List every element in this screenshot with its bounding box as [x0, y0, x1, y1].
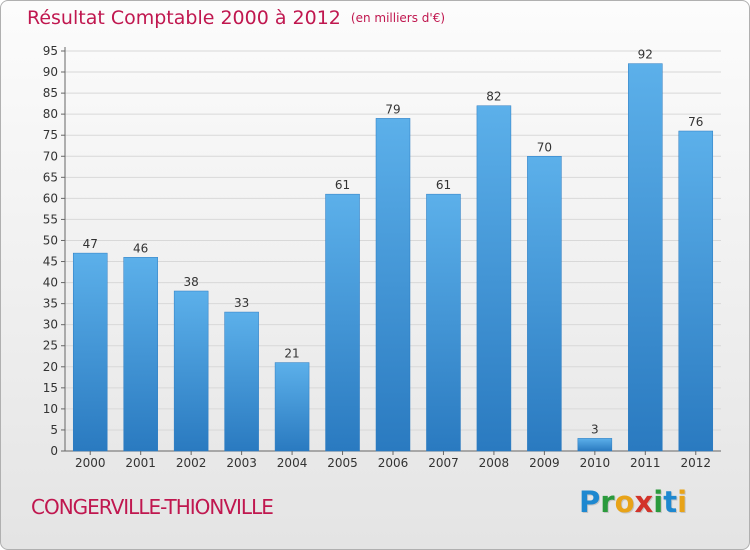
- x-tick-label: 2012: [680, 456, 711, 470]
- bar: [224, 311, 259, 452]
- bar-value-label: 61: [335, 178, 350, 192]
- y-tick-label: 20: [43, 360, 58, 374]
- y-tick-label: 75: [43, 128, 58, 142]
- bar: [426, 193, 461, 452]
- x-tick-label: 2005: [327, 456, 358, 470]
- proxiti-letter: x: [634, 485, 654, 519]
- bar-value-label: 61: [436, 178, 451, 192]
- x-tick-label: 2004: [277, 456, 308, 470]
- proxiti-letter: o: [614, 485, 635, 519]
- y-tick-label: 45: [43, 255, 58, 269]
- x-tick-label: 2008: [479, 456, 510, 470]
- x-tick-label: 2007: [428, 456, 459, 470]
- y-tick-label: 70: [43, 149, 58, 163]
- y-tick-label: 50: [43, 233, 58, 247]
- x-tick-label: 2006: [378, 456, 409, 470]
- x-tick-label: 2001: [125, 456, 156, 470]
- bar: [123, 257, 158, 452]
- y-tick-label: 5: [50, 423, 58, 437]
- y-tick-label: 0: [50, 444, 58, 458]
- y-tick-label: 85: [43, 86, 58, 100]
- town-name: CONGERVILLE-THIONVILLE: [31, 495, 274, 519]
- bar: [577, 438, 613, 452]
- x-tick-label: 2010: [580, 456, 611, 470]
- bar-value-label: 70: [537, 140, 552, 154]
- x-tick-label: 2002: [176, 456, 207, 470]
- y-tick-label: 15: [43, 381, 58, 395]
- x-tick-label: 2003: [226, 456, 257, 470]
- chart-unit: (en milliers d'€): [350, 11, 446, 25]
- bar-value-label: 92: [638, 48, 653, 62]
- y-tick-label: 30: [43, 318, 58, 332]
- proxiti-letter: t: [663, 485, 678, 519]
- proxiti-logo: Proxiti: [579, 485, 687, 519]
- proxiti-letter: i: [653, 485, 664, 519]
- y-tick-label: 65: [43, 170, 58, 184]
- y-tick-label: 55: [43, 212, 58, 226]
- bar: [173, 290, 209, 452]
- bar-value-label: 38: [184, 275, 199, 289]
- y-tick-label: 80: [43, 107, 58, 121]
- y-tick-label: 60: [43, 191, 58, 205]
- bar-value-label: 3: [591, 422, 599, 436]
- chart-title: Résultat Comptable 2000 à 2012 (en millie…: [27, 7, 445, 29]
- bar-value-label: 46: [133, 241, 148, 255]
- y-tick-label: 10: [43, 402, 58, 416]
- y-tick-label: 90: [43, 65, 58, 79]
- proxiti-letter: i: [677, 485, 688, 519]
- bar: [325, 193, 360, 452]
- bar: [476, 105, 512, 452]
- x-tick-label: 2000: [75, 456, 106, 470]
- bar-value-label: 79: [385, 102, 400, 116]
- bar: [628, 63, 663, 452]
- y-tick-label: 25: [43, 339, 58, 353]
- y-tick-label: 35: [43, 297, 58, 311]
- bar: [375, 118, 411, 452]
- proxiti-letter: P: [579, 485, 601, 519]
- bar: [274, 362, 310, 452]
- bar-value-label: 76: [688, 115, 703, 129]
- proxiti-letter: r: [600, 485, 615, 519]
- bar-value-label: 33: [234, 296, 249, 310]
- bar-value-label: 21: [284, 347, 299, 361]
- bar: [72, 252, 108, 452]
- bar: [678, 130, 714, 452]
- x-tick-label: 2009: [529, 456, 560, 470]
- x-tick-label: 2011: [630, 456, 661, 470]
- chart-title-text: Résultat Comptable 2000 à 2012: [27, 7, 341, 29]
- y-tick-label: 40: [43, 276, 58, 290]
- y-tick-label: 95: [43, 44, 58, 58]
- bar-value-label: 82: [486, 90, 501, 104]
- bar-value-label: 47: [83, 237, 98, 251]
- bar: [527, 156, 562, 452]
